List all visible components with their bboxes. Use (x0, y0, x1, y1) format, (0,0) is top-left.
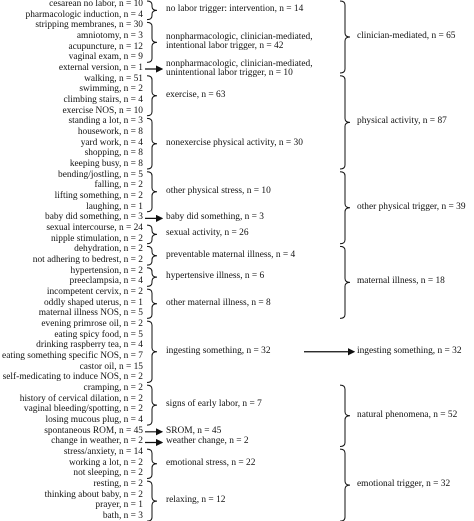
item-label: amniotomy, n = 3 (76, 31, 143, 41)
bracket (146, 0, 158, 21)
group-label: SROM, n = 45 (166, 425, 222, 436)
group-label: signs of early labor, n = 7 (166, 399, 262, 410)
item-label: losing mucous plug, n = 4 (45, 415, 143, 426)
item-label: preeclampsia, n = 4 (69, 276, 144, 287)
bracket (146, 480, 158, 521)
item-label: yard work, n = 4 (80, 137, 143, 148)
item-label: oddly shaped uterus, n = 1 (43, 297, 143, 308)
item-label: prayer, n = 1 (95, 500, 143, 511)
category-label: maternal illness, n = 18 (357, 276, 445, 287)
item-label: housework, n = 8 (77, 127, 143, 138)
item-label: bending/jostling, n = 5 (58, 169, 143, 180)
item-label: walking, n = 51 (84, 73, 143, 84)
bracket (146, 384, 158, 426)
item-label: stripping membranes, n = 30 (35, 20, 143, 31)
bracket (146, 117, 158, 170)
group-label: other maternal illness, n = 8 (166, 297, 271, 308)
item-label: self-medicating to induce NOS, n = 2 (2, 372, 143, 383)
group-label: ingesting something, n = 32 (166, 345, 271, 356)
item-label: laughing, n = 1 (86, 201, 143, 212)
item-label: eating something specific NOS, n = 7 (2, 351, 143, 362)
category-label: other physical trigger, n = 39 (357, 201, 466, 212)
group-label: no labor trigger: intervention, n = 14 (166, 4, 304, 15)
category-label: ingesting something, n = 32 (357, 345, 462, 356)
item-label: change in weather, n = 2 (51, 436, 143, 447)
bracket (339, 0, 351, 74)
bracket (146, 267, 158, 287)
item-label: eating spicy food, n = 5 (54, 329, 143, 340)
category-label: clinician-mediated, n = 65 (357, 31, 456, 41)
bracket (146, 224, 158, 245)
bracket (146, 21, 158, 63)
item-label: working a lot, n = 2 (68, 457, 143, 468)
bracket (146, 171, 158, 213)
group-label: emotional stress, n = 22 (166, 457, 256, 468)
item-label: acupuncture, n = 12 (68, 41, 143, 52)
group-label: preventable maternal illness, n = 4 (166, 249, 296, 260)
category-label: emotional trigger, n = 32 (357, 479, 451, 490)
item-label: keeping busy, n = 8 (69, 159, 143, 170)
group-label: relaxing, n = 12 (166, 495, 226, 506)
bracket (339, 245, 351, 319)
bracket (339, 384, 351, 447)
group-label: nonexercise physical activity, n = 30 (166, 137, 303, 148)
category-label: natural phenomena, n = 52 (357, 409, 458, 420)
bracket (339, 448, 351, 521)
group-label: nonpharmacologic, clinician-mediated, un… (166, 58, 313, 79)
item-label: not adhering to bedrest, n = 2 (32, 255, 143, 266)
item-label: standing a lot, n = 3 (68, 116, 143, 127)
bracket (339, 171, 351, 245)
item-label: vaginal exam, n = 9 (68, 52, 143, 63)
category-label: physical activity, n = 87 (357, 116, 447, 127)
item-label: lifting something, n = 2 (54, 191, 143, 202)
bracket (146, 75, 158, 117)
group-label: nonpharmacologic, clinician-mediated, in… (166, 31, 313, 52)
group-label: sexual activity, n = 26 (166, 228, 249, 239)
item-label: incompetent cervix, n = 2 (46, 287, 143, 298)
bracket (146, 448, 158, 479)
bracket (146, 245, 158, 266)
item-label: bath, n = 3 (102, 511, 143, 521)
item-label: cesarean no labor, n = 10 (49, 0, 143, 9)
group-label: baby did something, n = 3 (166, 212, 264, 223)
item-label: baby did something, n = 3 (45, 212, 143, 223)
item-label: hypertension, n = 2 (70, 265, 143, 276)
bracket (146, 288, 158, 319)
item-label: not sleeping, n = 2 (73, 468, 143, 479)
item-label: dehydration, n = 2 (74, 244, 143, 255)
item-label: maternal illness NOS, n = 5 (38, 308, 143, 319)
item-label: shopping, n = 8 (84, 148, 143, 159)
item-label: resting, n = 2 (93, 479, 143, 490)
item-label: sexual intercourse, n = 24 (46, 223, 143, 234)
item-label: external version, n = 1 (58, 63, 143, 74)
item-label: nipple stimulation, n = 2 (50, 233, 143, 244)
item-label: evening primrose oil, n = 2 (41, 319, 143, 330)
item-label: climbing stairs, n = 4 (63, 95, 144, 106)
bracket (339, 75, 351, 170)
item-label: castor oil, n = 15 (79, 361, 143, 372)
group-label: exercise, n = 63 (166, 89, 226, 100)
item-label: thinking about baby, n = 2 (44, 489, 143, 500)
group-label: hypertensive illness, n = 6 (166, 271, 265, 282)
item-label: history of cervical dilation, n = 2 (19, 393, 143, 404)
item-label: pharmacologic induction, n = 4 (25, 9, 144, 20)
group-label: weather change, n = 2 (166, 436, 249, 447)
bracket (146, 320, 158, 383)
item-label: stress/anxiety, n = 14 (63, 447, 143, 458)
group-label: other physical stress, n = 10 (166, 185, 271, 196)
item-label: spontaneous ROM, n = 45 (44, 425, 143, 436)
item-label: swimming, n = 2 (79, 84, 143, 95)
item-label: vaginal bleeding/spotting, n = 2 (23, 404, 143, 415)
item-label: falling, n = 2 (94, 180, 143, 191)
item-label: drinking raspberry tea, n = 4 (36, 340, 143, 351)
item-label: cramping, n = 2 (83, 383, 143, 394)
item-label: exercise NOS, n = 10 (62, 105, 143, 116)
